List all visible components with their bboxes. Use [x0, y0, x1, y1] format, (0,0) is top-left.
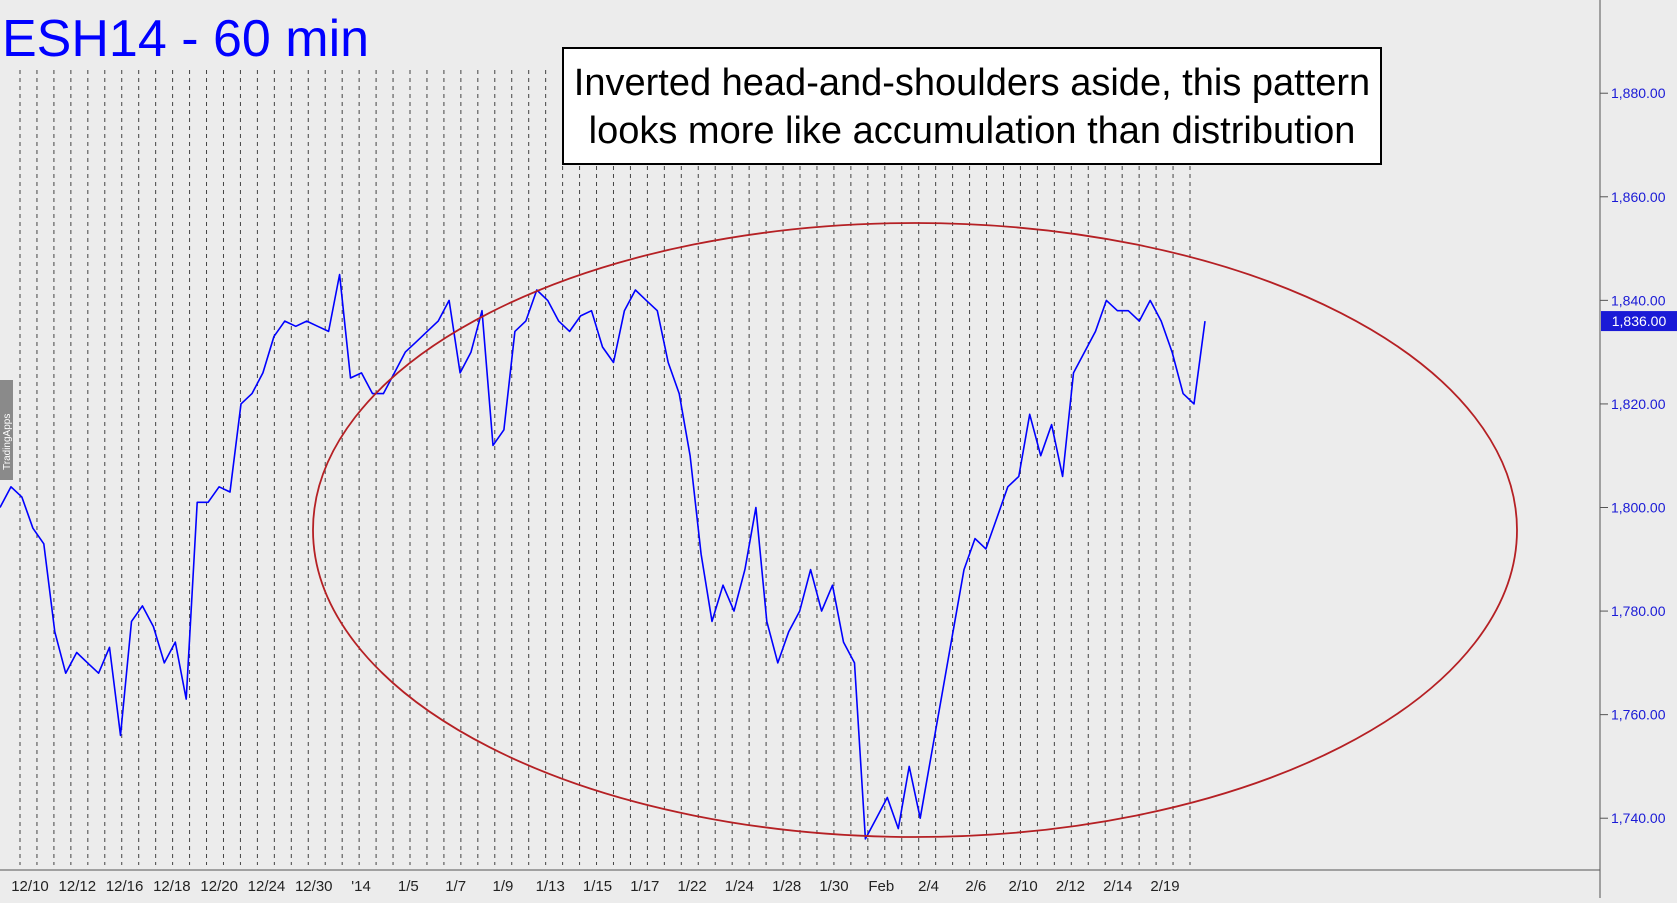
- y-axis-ticks: 1,740.00 1,760.00 1,780.00 1,800.00 1,820.00…: [1600, 85, 1666, 826]
- y-tick-label: 1,760.00: [1611, 707, 1666, 723]
- y-tick-label: 1,840.00: [1611, 292, 1666, 308]
- y-tick-label: 1,820.00: [1611, 396, 1666, 412]
- last-price-tag: [1601, 311, 1677, 332]
- x-tick-label: 1/22: [677, 878, 706, 895]
- y-tick-label: 1,860.00: [1611, 189, 1666, 205]
- x-tick-label: 12/24: [248, 878, 286, 895]
- annotation-box: [562, 47, 1382, 165]
- x-tick-label: 1/5: [398, 878, 419, 895]
- last-price-label: 1,836.00: [1612, 313, 1667, 329]
- y-tick-label: 1,800.00: [1611, 500, 1666, 516]
- price-series-line: [0, 273, 1206, 840]
- chart-title: ESH14 - 60 min: [2, 10, 369, 68]
- x-tick-label: 12/16: [106, 878, 144, 895]
- x-tick-label: 2/4: [918, 878, 939, 895]
- y-tick-label: 1,780.00: [1611, 603, 1666, 619]
- side-tab[interactable]: [0, 380, 13, 480]
- x-tick-label: 1/28: [772, 878, 801, 895]
- x-tick-label: Feb: [868, 878, 894, 895]
- x-tick-label: 12/18: [153, 878, 191, 895]
- x-tick-label: 2/14: [1103, 878, 1132, 895]
- x-tick-label: 1/24: [725, 878, 754, 895]
- x-tick-label: 1/30: [819, 878, 848, 895]
- x-tick-label: 2/12: [1056, 878, 1085, 895]
- y-tick-label: 1,880.00: [1611, 85, 1666, 101]
- annotation-line-1: Inverted head-and-shoulders aside, this …: [574, 62, 1370, 104]
- x-tick-label: 2/19: [1150, 878, 1179, 895]
- x-tick-label: 1/9: [492, 878, 513, 895]
- x-tick-label: 1/15: [583, 878, 612, 895]
- annotation-line-2: looks more like accumulation than distri…: [589, 110, 1356, 152]
- x-tick-label: 12/10: [11, 878, 49, 895]
- pattern-ellipse: [312, 222, 1518, 838]
- y-tick-label: 1,740.00: [1611, 810, 1666, 826]
- side-tab-label: TradingApps: [2, 414, 13, 470]
- x-axis-ticks: 12/10 12/12 12/16 12/18 12/20 12/24 12/30 '14 1/…: [11, 878, 1179, 895]
- x-tick-label: 2/6: [965, 878, 986, 895]
- x-tick-label: 2/10: [1009, 878, 1038, 895]
- x-tick-label: 1/7: [445, 878, 466, 895]
- x-tick-label: 12/20: [200, 878, 238, 895]
- x-tick-label: 12/12: [59, 878, 97, 895]
- x-tick-label: '14: [351, 878, 371, 895]
- x-tick-label: 12/30: [295, 878, 333, 895]
- x-tick-label: 1/17: [630, 878, 659, 895]
- x-tick-label: 1/13: [536, 878, 565, 895]
